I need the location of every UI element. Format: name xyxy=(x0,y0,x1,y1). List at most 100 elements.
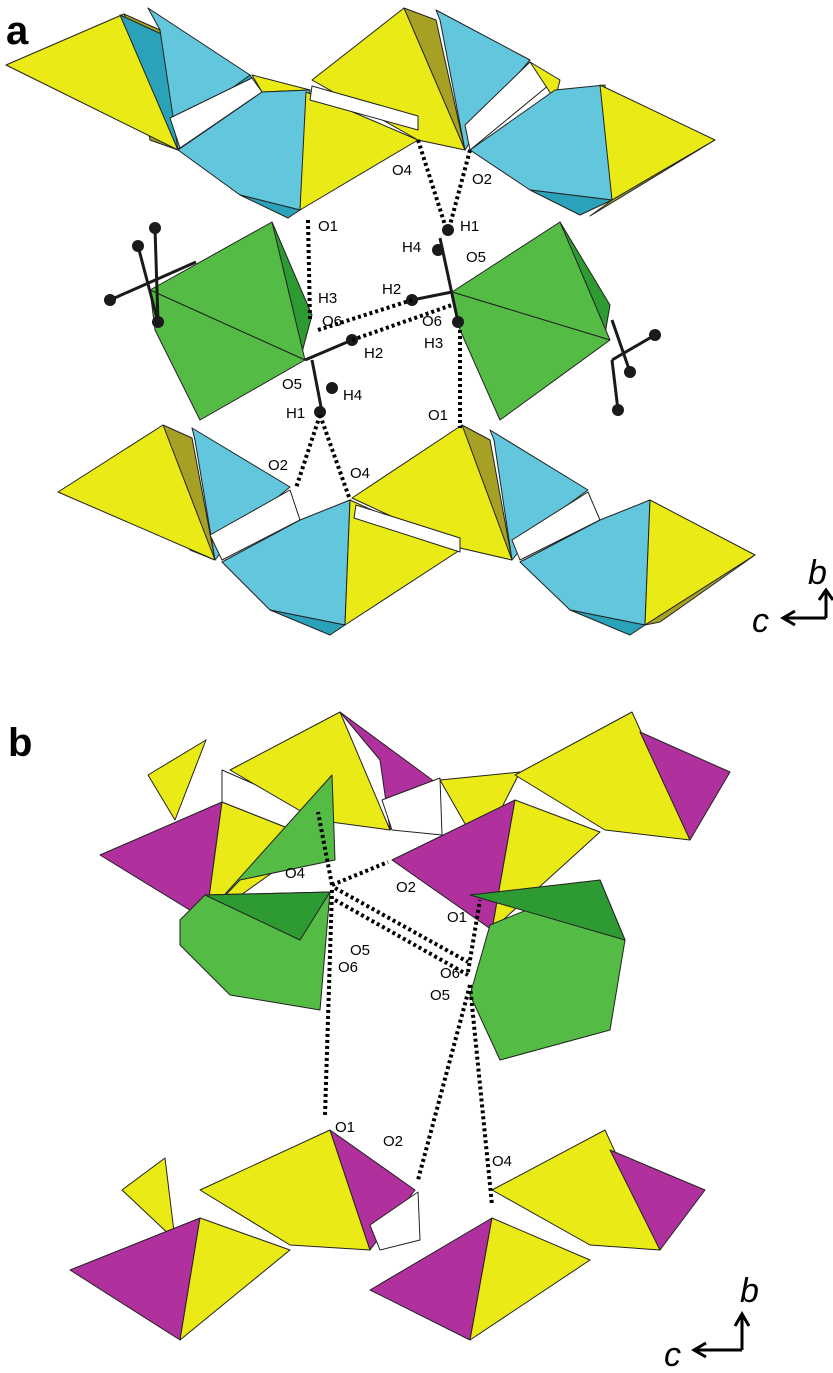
panel-b-axis-indicator: b c xyxy=(664,1272,759,1373)
atom-label: O2 xyxy=(396,879,416,896)
tetrahedron-cyan-edge-3 xyxy=(269,609,346,636)
axis-b-label: b xyxy=(740,1272,759,1310)
tetrahedron-magenta-right xyxy=(609,1149,706,1251)
atom-h4 xyxy=(326,382,338,394)
atom xyxy=(149,222,161,234)
octahedron-green-bottom xyxy=(149,289,306,421)
atom-h1 xyxy=(442,224,454,236)
atom-label: H2 xyxy=(382,281,401,298)
hydrogen-bond-arrow xyxy=(334,898,469,977)
hydrogen-bond-arrow xyxy=(323,889,334,1116)
tetrahedron-dark-edge-6 xyxy=(644,554,756,626)
tetrahedron-yellow xyxy=(147,739,207,821)
atom xyxy=(624,366,636,378)
atom-label: O2 xyxy=(268,457,288,474)
atom-h3 xyxy=(452,316,464,328)
bond xyxy=(611,333,656,362)
atom-label: H4 xyxy=(402,239,421,256)
tetrahedron-yellow xyxy=(121,1157,176,1241)
bond xyxy=(411,290,453,302)
panel-b-letter: b xyxy=(8,721,32,765)
atom-label: H2 xyxy=(364,345,383,362)
atom xyxy=(132,240,144,252)
axis-c-label: c xyxy=(752,602,769,640)
atom-label: O5 xyxy=(350,942,370,959)
tetrahedron-yellow-6 xyxy=(644,499,756,626)
atom-label: O6 xyxy=(422,313,442,330)
atom-label: O1 xyxy=(335,1119,355,1136)
tetrahedron-magenta-right xyxy=(639,731,731,841)
bond xyxy=(610,319,632,373)
hydrogen-bond xyxy=(306,219,312,321)
atom xyxy=(649,329,661,341)
atom-label: O1 xyxy=(447,909,467,926)
void-gap xyxy=(369,1191,421,1251)
atom-h1 xyxy=(314,406,326,418)
atom-label: O2 xyxy=(383,1133,403,1150)
tetrahedron-yellow-front xyxy=(179,1217,291,1341)
panel-a-octahedra xyxy=(149,221,611,421)
atom-h4 xyxy=(432,244,444,256)
bond xyxy=(109,260,197,302)
atom-label: O4 xyxy=(492,1153,512,1170)
panel-b-octahedra xyxy=(179,774,626,1061)
panel-a: a xyxy=(5,7,833,640)
panel-a-atom-labels: O1 O4 O2 H1 H4 O5 H2 H3 O6 O6 H2 H3 O5 H… xyxy=(268,162,492,482)
tetrahedron-yellow-mid xyxy=(469,1217,591,1341)
tetrahedron-cyan-edge-2 xyxy=(529,189,613,216)
axis-c-arrowhead xyxy=(780,609,796,627)
atom-label: O5 xyxy=(430,987,450,1004)
atom-label: O5 xyxy=(282,376,302,393)
hydrogen-bond-arrow xyxy=(468,984,494,1206)
panel-a-axis-indicator: b c xyxy=(752,554,833,640)
panel-a-letter: a xyxy=(6,9,29,53)
atom-label: O4 xyxy=(392,162,412,179)
tetrahedron-yellow-center xyxy=(299,91,419,211)
panel-b: b xyxy=(8,711,759,1373)
hydrogen-bond-arrow xyxy=(331,860,389,887)
atom xyxy=(152,316,164,328)
panel-b-top-layer xyxy=(99,711,731,931)
hydrogen-bond xyxy=(317,298,413,332)
atom-label: H3 xyxy=(318,290,337,307)
bond xyxy=(610,359,620,411)
panel-b-bottom-layer xyxy=(69,1129,706,1341)
atom-label: O5 xyxy=(466,249,486,266)
panel-b-hydrogen-bonds xyxy=(316,811,494,1206)
atom-label: H4 xyxy=(343,387,362,404)
void-gap-2 xyxy=(381,777,443,836)
axis-c-label: c xyxy=(664,1336,681,1373)
panel-a-molecules xyxy=(104,222,661,418)
atom-label: O6 xyxy=(338,959,358,976)
atom xyxy=(612,404,624,416)
bond xyxy=(304,338,353,362)
tetrahedron-yellow-right xyxy=(599,84,716,201)
atom-label: O6 xyxy=(322,313,342,330)
atom-label: O1 xyxy=(318,218,338,235)
octahedron-dark-face-2 xyxy=(469,879,626,941)
atom-label: O2 xyxy=(472,171,492,188)
panel-a-top-layer xyxy=(5,7,716,219)
bond xyxy=(153,227,160,323)
axis-b-label: b xyxy=(808,554,827,592)
void-gap-2 xyxy=(309,85,419,131)
hydrogen-bond-arrow xyxy=(334,886,469,964)
atom-label: H3 xyxy=(424,335,443,352)
hydrogen-bond xyxy=(416,139,447,226)
bond xyxy=(136,245,160,323)
tetrahedron-yellow-sliver xyxy=(251,74,311,93)
atom-label: O6 xyxy=(440,965,460,982)
tetrahedron-cyan-edge-4 xyxy=(569,609,646,636)
atom-label: O1 xyxy=(428,407,448,424)
atom-label: H1 xyxy=(460,218,479,235)
atom-label: H1 xyxy=(286,405,305,422)
tetrahedron-magenta xyxy=(69,1217,201,1341)
hydrogen-bond xyxy=(318,414,352,501)
axis-b-arrowhead xyxy=(817,587,833,601)
atom-label: O4 xyxy=(285,865,305,882)
hydrogen-bond xyxy=(448,149,472,226)
atom xyxy=(104,294,116,306)
tetrahedron-yellow-3 xyxy=(57,424,216,561)
atom-label: O4 xyxy=(350,465,370,482)
